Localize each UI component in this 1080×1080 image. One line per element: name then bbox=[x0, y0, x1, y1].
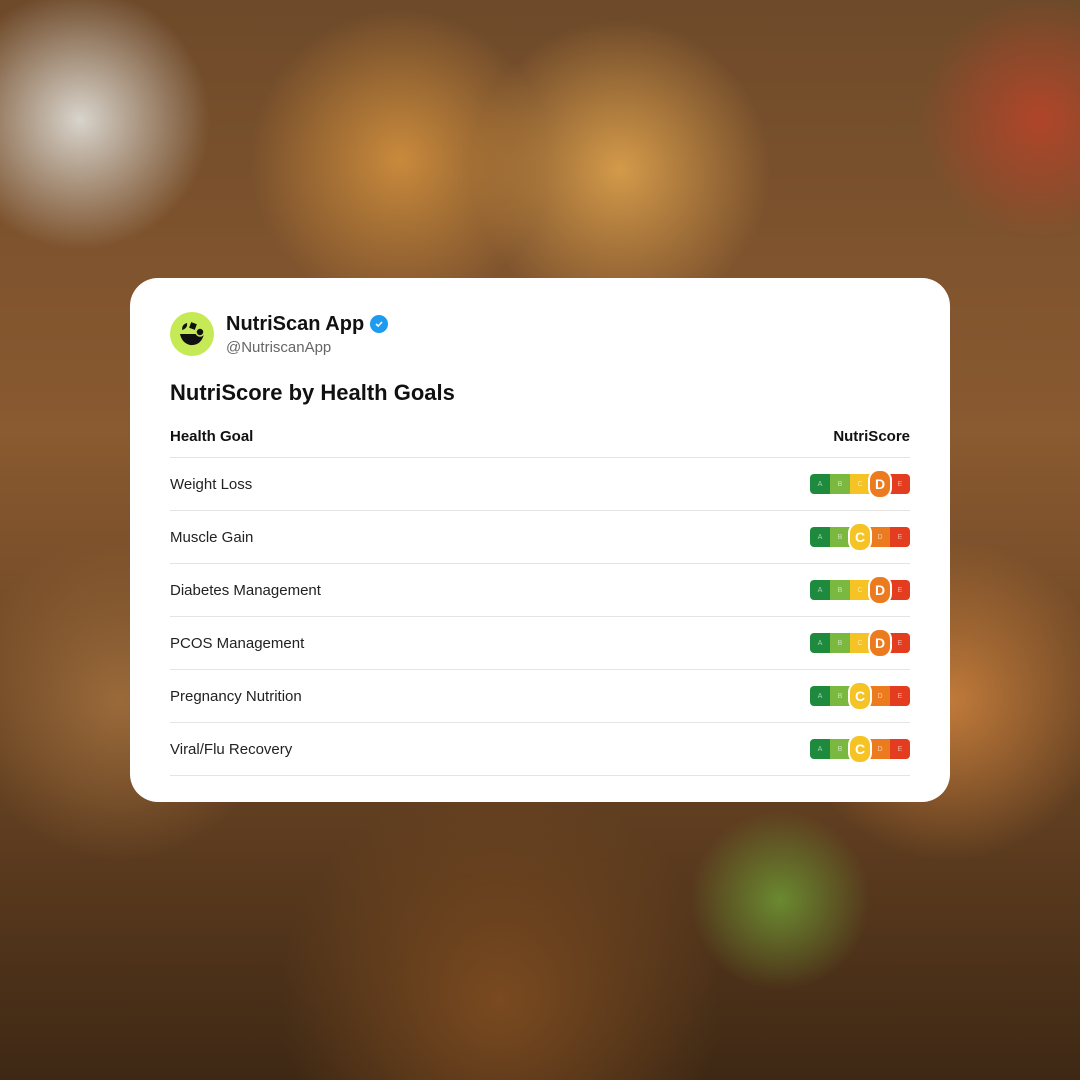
health-goal: Muscle Gain bbox=[170, 528, 254, 546]
table-row: Muscle Gain A B C D E bbox=[170, 511, 910, 564]
grade-b: B bbox=[830, 633, 850, 653]
grade-a: A bbox=[810, 580, 830, 600]
grade-b: B bbox=[830, 527, 850, 547]
grade-e: E bbox=[890, 580, 910, 600]
grade-d: D bbox=[870, 471, 890, 497]
post-header: NutriScan App @NutriscanApp bbox=[170, 312, 910, 356]
grade-c: C bbox=[850, 683, 870, 709]
grade-a: A bbox=[810, 739, 830, 759]
grade-d: D bbox=[870, 630, 890, 656]
nutriscan-logo[interactable] bbox=[170, 312, 214, 356]
grade-c: C bbox=[850, 524, 870, 550]
grade-c: C bbox=[850, 580, 870, 600]
grade-b: B bbox=[830, 580, 850, 600]
grade-b: B bbox=[830, 474, 850, 494]
account-name[interactable]: NutriScan App bbox=[226, 312, 365, 335]
grade-a: A bbox=[810, 686, 830, 706]
grade-e: E bbox=[890, 686, 910, 706]
table-row: PCOS Management A B C D E bbox=[170, 617, 910, 670]
table-header: Health Goal NutriScore bbox=[170, 428, 910, 458]
grade-c: C bbox=[850, 474, 870, 494]
health-goal: PCOS Management bbox=[170, 634, 305, 652]
table-row: Weight Loss A B C D E bbox=[170, 458, 910, 511]
account-handle[interactable]: @NutriscanApp bbox=[226, 338, 332, 356]
grade-a: A bbox=[810, 633, 830, 653]
health-goal: Pregnancy Nutrition bbox=[170, 687, 302, 705]
grade-d: D bbox=[870, 739, 890, 759]
post-title: NutriScore by Health Goals bbox=[170, 380, 455, 405]
table-row: Viral/Flu Recovery A B C D E bbox=[170, 723, 910, 776]
grade-c: C bbox=[850, 736, 870, 762]
table-row: Diabetes Management A B C D E bbox=[170, 564, 910, 617]
header-health-goal: Health Goal bbox=[170, 428, 254, 445]
grade-e: E bbox=[890, 474, 910, 494]
grade-a: A bbox=[810, 474, 830, 494]
grade-e: E bbox=[890, 739, 910, 759]
table-body: Weight Loss A B C D E Muscle Gain A B C D E Diabetes… bbox=[170, 458, 910, 776]
grade-d: D bbox=[870, 527, 890, 547]
grade-d: D bbox=[870, 686, 890, 706]
grade-b: B bbox=[830, 686, 850, 706]
grade-e: E bbox=[890, 527, 910, 547]
grade-e: E bbox=[890, 633, 910, 653]
grade-d: D bbox=[870, 577, 890, 603]
health-goal: Viral/Flu Recovery bbox=[170, 740, 293, 758]
header-nutriscore: NutriScore bbox=[833, 428, 910, 445]
grade-a: A bbox=[810, 527, 830, 547]
verified-badge-icon bbox=[370, 315, 389, 333]
health-goal: Diabetes Management bbox=[170, 581, 321, 599]
table-row: Pregnancy Nutrition A B C D E bbox=[170, 670, 910, 723]
grade-b: B bbox=[830, 739, 850, 759]
grade-c: C bbox=[850, 633, 870, 653]
post-card: NutriScan App @NutriscanApp NutriScore b… bbox=[130, 278, 950, 802]
health-goal: Weight Loss bbox=[170, 475, 253, 493]
